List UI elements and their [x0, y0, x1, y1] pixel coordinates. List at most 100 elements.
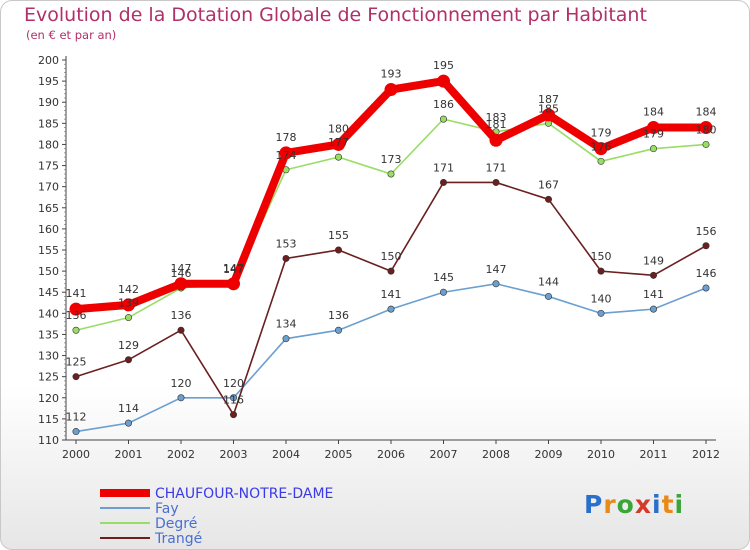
- x-tick-label: 2001: [115, 448, 143, 461]
- data-point-trang-: [230, 411, 238, 419]
- data-label-fay: 136: [328, 309, 349, 322]
- legend-label-fay: Fay: [155, 501, 179, 517]
- data-point-trang-: [492, 178, 500, 186]
- data-point-degr-: [334, 153, 342, 161]
- y-tick-label: 115: [38, 413, 59, 426]
- data-point-degr-: [125, 314, 133, 322]
- y-tick-label: 190: [38, 96, 59, 109]
- x-tick-label: 2007: [430, 448, 458, 461]
- x-tick-label: 2003: [220, 448, 248, 461]
- data-point-trang-: [72, 373, 80, 381]
- data-label-degr-: 176: [591, 140, 612, 153]
- data-point-trang-: [282, 254, 290, 262]
- data-label-trang-: 149: [643, 254, 664, 267]
- data-label-trang-: 150: [591, 250, 612, 263]
- data-point-chaufour-notre-dame: [437, 74, 450, 88]
- data-label-trang-: 150: [381, 250, 402, 263]
- data-point-chaufour-notre-dame: [279, 146, 293, 160]
- data-point-trang-: [125, 356, 133, 364]
- data-point-chaufour-notre-dame: [489, 133, 503, 147]
- chart-subtitle: (en € et par an): [26, 28, 117, 42]
- data-label-degr-: 139: [118, 297, 139, 310]
- y-tick-label: 170: [38, 181, 59, 194]
- x-tick-label: 2011: [640, 448, 668, 461]
- data-point-degr-: [439, 115, 447, 123]
- data-label-fay: 147: [486, 263, 507, 276]
- data-point-degr-: [649, 145, 657, 153]
- data-label-trang-: 171: [433, 161, 454, 174]
- y-tick-label: 160: [38, 223, 59, 236]
- data-label-chaufour-notre-dame: 187: [538, 93, 559, 106]
- data-label-chaufour-notre-dame: 147: [171, 262, 192, 275]
- data-label-fay: 120: [171, 377, 192, 390]
- x-tick-label: 2004: [272, 448, 300, 461]
- data-label-degr-: 136: [66, 309, 87, 322]
- data-label-chaufour-notre-dame: 195: [433, 59, 454, 72]
- legend-label-degr-: Degré: [155, 516, 197, 532]
- x-tick-label: 2000: [62, 448, 90, 461]
- logo-letter: x: [634, 490, 652, 519]
- y-tick-label: 110: [38, 434, 59, 447]
- data-label-chaufour-notre-dame: 178: [276, 131, 297, 144]
- logo-letter: t: [661, 490, 675, 519]
- data-point-trang-: [649, 271, 657, 279]
- data-point-trang-: [387, 267, 395, 275]
- y-tick-label: 195: [38, 75, 59, 88]
- data-label-trang-: 156: [696, 225, 717, 238]
- data-point-chaufour-notre-dame: [542, 108, 555, 122]
- data-label-trang-: 153: [276, 237, 297, 250]
- data-label-chaufour-notre-dame: 184: [643, 106, 664, 119]
- data-label-chaufour-notre-dame: 184: [696, 106, 717, 119]
- data-label-degr-: 174: [276, 149, 297, 162]
- y-tick-label: 145: [38, 286, 59, 299]
- data-label-degr-: 186: [433, 98, 454, 111]
- y-tick-label: 180: [38, 138, 59, 151]
- data-point-trang-: [177, 326, 185, 334]
- data-point-fay: [597, 309, 605, 317]
- data-label-degr-: 146: [171, 267, 192, 280]
- x-tick-label: 2009: [535, 448, 563, 461]
- x-tick-label: 2008: [482, 448, 510, 461]
- data-label-fay: 146: [696, 267, 717, 280]
- data-label-chaufour-notre-dame: 179: [591, 127, 612, 140]
- y-tick-label: 135: [38, 328, 59, 341]
- data-point-chaufour-notre-dame: [647, 121, 660, 135]
- data-label-chaufour-notre-dame: 147: [223, 262, 244, 275]
- data-label-fay: 144: [538, 275, 559, 288]
- data-label-trang-: 171: [486, 161, 507, 174]
- data-point-trang-: [597, 267, 605, 275]
- data-label-fay: 112: [66, 411, 87, 424]
- proxiti-logo: Proxiti: [584, 490, 684, 519]
- data-point-chaufour-notre-dame: [384, 83, 398, 97]
- y-tick-label: 150: [38, 265, 59, 278]
- data-point-fay: [702, 284, 710, 292]
- logo-letter: o: [616, 490, 635, 519]
- data-point-fay: [230, 394, 238, 402]
- data-label-chaufour-notre-dame: 181: [486, 118, 507, 131]
- y-tick-label: 175: [38, 160, 59, 173]
- data-label-trang-: 136: [171, 309, 192, 322]
- data-point-fay: [72, 428, 80, 436]
- data-point-fay: [387, 305, 395, 313]
- data-label-chaufour-notre-dame: 193: [381, 68, 402, 81]
- data-point-fay: [492, 280, 500, 288]
- data-label-fay: 141: [643, 288, 664, 301]
- data-point-fay: [334, 326, 342, 334]
- x-tick-label: 2012: [692, 448, 720, 461]
- data-label-degr-: 147: [223, 263, 244, 276]
- data-label-trang-: 125: [66, 356, 87, 369]
- data-point-trang-: [702, 242, 710, 250]
- y-tick-label: 185: [38, 117, 59, 130]
- x-tick-label: 2010: [587, 448, 615, 461]
- data-label-trang-: 116: [223, 394, 244, 407]
- data-point-fay: [649, 305, 657, 313]
- y-tick-label: 165: [38, 202, 59, 215]
- data-point-chaufour-notre-dame: [174, 277, 188, 291]
- data-point-fay: [177, 394, 185, 402]
- x-tick-label: 2006: [377, 448, 405, 461]
- data-point-fay: [439, 288, 447, 296]
- data-point-fay: [544, 292, 552, 300]
- data-label-fay: 120: [223, 377, 244, 390]
- logo-letter: P: [584, 490, 604, 519]
